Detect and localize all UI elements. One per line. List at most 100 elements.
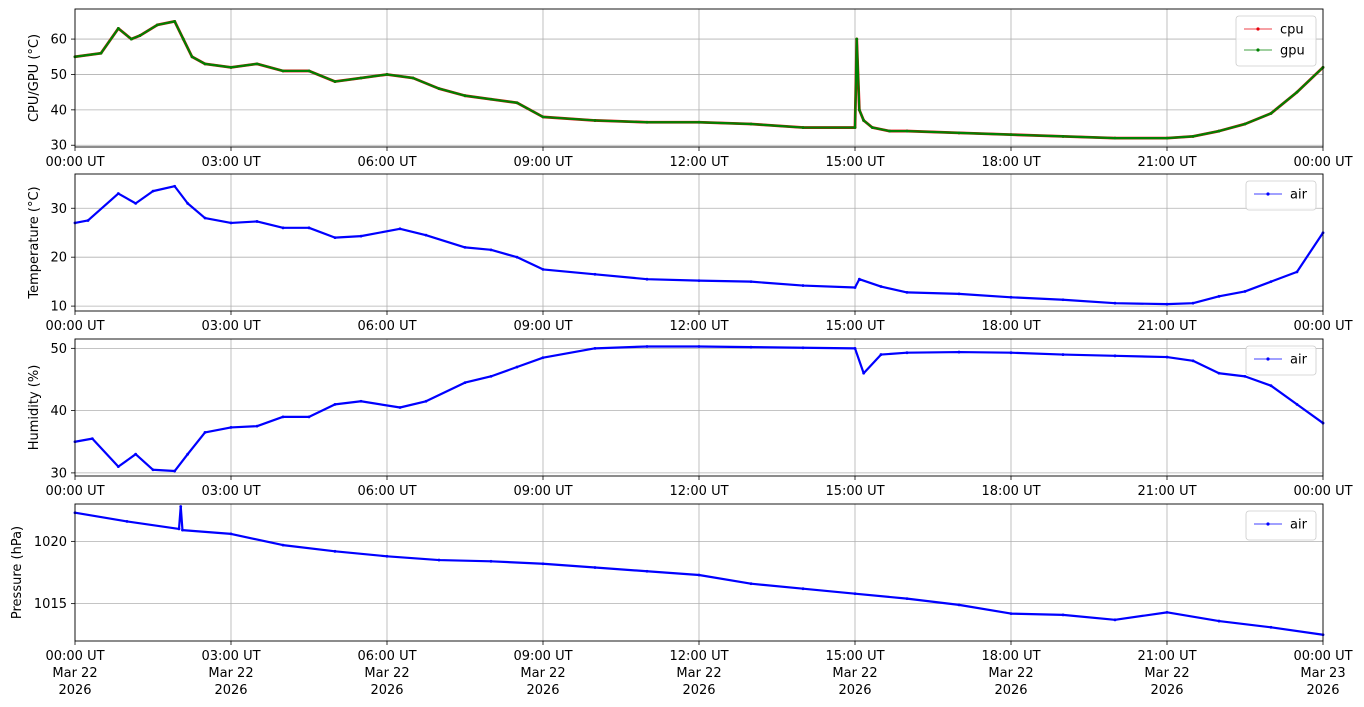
- x-tick-label-line: 09:00 UT: [513, 155, 572, 170]
- data-point-air: [463, 381, 467, 384]
- data-point-air: [853, 592, 857, 596]
- x-tick-label-line: Mar 22: [676, 666, 721, 681]
- x-tick-label-line: 2026: [214, 683, 247, 698]
- data-point-air: [645, 569, 649, 573]
- data-point-gpu: [697, 120, 701, 124]
- x-tick-label: 18:00 UT Mar 22 2026: [981, 649, 1040, 698]
- data-point-gpu: [801, 126, 805, 129]
- x-tick-label-line: 21:00 UT: [1137, 484, 1196, 499]
- x-tick-label: 00:00 UT: [45, 155, 104, 170]
- x-tick-label-line: 21:00 UT: [1137, 649, 1196, 664]
- data-point-gpu: [255, 62, 259, 66]
- x-tick-label-line: 18:00 UT: [981, 484, 1040, 499]
- x-tick-label-line: 00:00 UT: [45, 484, 104, 499]
- x-tick-label-line: 06:00 UT: [357, 484, 416, 499]
- data-point-air: [1217, 619, 1221, 623]
- x-tick-label: 00:00 UT: [1293, 484, 1352, 499]
- data-point-air: [879, 285, 883, 288]
- data-point-air: [593, 272, 597, 276]
- x-tick-label-line: 2026: [370, 683, 403, 698]
- data-point-air: [541, 268, 545, 271]
- x-tick-label: 15:00 UT: [825, 319, 884, 334]
- data-point-air: [1009, 612, 1013, 615]
- data-point-air: [801, 587, 805, 591]
- data-point-air: [307, 226, 311, 230]
- data-point-air: [173, 469, 177, 473]
- data-point-air: [489, 248, 493, 252]
- data-point-gpu: [203, 62, 207, 66]
- humidity-panel: 00:00 UT 03:00 UT 06:00 UT 09:00 UT 12:00 UT…: [27, 338, 1353, 499]
- x-tick-label: 09:00 UT: [513, 319, 572, 334]
- x-tick-label-line: 09:00 UT: [513, 484, 572, 499]
- data-point-air: [1165, 302, 1169, 306]
- data-point-gpu: [905, 129, 909, 133]
- data-point-gpu: [541, 115, 545, 119]
- data-point-gpu: [307, 69, 311, 73]
- data-point-air: [281, 415, 285, 419]
- x-tick-label: 12:00 UT: [669, 155, 728, 170]
- data-point-air: [1295, 270, 1299, 274]
- series-line-air: [74, 185, 1324, 306]
- data-point-air: [697, 345, 701, 348]
- x-tick-label: 15:00 UT: [825, 484, 884, 499]
- y-axis-label: CPU/GPU (°C): [27, 34, 42, 122]
- data-point-air: [463, 245, 467, 249]
- y-tick-label: 1020: [34, 535, 67, 550]
- x-tick-label-line: 2026: [1306, 683, 1339, 698]
- data-point-gpu: [1243, 122, 1247, 126]
- legend-box: [1235, 15, 1317, 67]
- x-tick-label: 09:00 UT Mar 22 2026: [513, 649, 572, 698]
- y-tick-label: 40: [50, 404, 67, 419]
- y-tick-label: 20: [50, 251, 67, 266]
- x-tick-label-line: 2026: [838, 683, 871, 698]
- data-point-air: [853, 286, 857, 289]
- data-point-air: [1009, 295, 1013, 299]
- x-tick-label-line: Mar 22: [832, 666, 877, 681]
- x-tick-label: 06:00 UT: [357, 484, 416, 499]
- data-point-air: [116, 192, 120, 195]
- data-point-air: [905, 291, 909, 294]
- data-point-air: [359, 399, 363, 403]
- data-point-gpu: [333, 80, 337, 83]
- x-tick-label-line: 06:00 UT: [357, 155, 416, 170]
- data-point-air: [801, 346, 805, 350]
- x-tick-label-line: 03:00 UT: [201, 319, 260, 334]
- y-tick-label: 1015: [34, 597, 67, 612]
- data-point-air: [255, 424, 259, 428]
- data-point-gpu: [857, 108, 861, 112]
- data-point-air: [541, 356, 545, 360]
- data-point-air: [229, 532, 233, 536]
- legend-label-air: air: [1290, 518, 1308, 533]
- x-tick-label: 18:00 UT: [981, 484, 1040, 499]
- y-axis-label: Pressure (hPa): [10, 526, 25, 619]
- data-point-air: [86, 219, 90, 222]
- data-point-air: [1061, 613, 1065, 617]
- cpu-gpu-temperature-panel: 00:00 UT 03:00 UT 06:00 UT 09:00 UT 12:00 UT…: [27, 8, 1353, 170]
- x-tick-label: 12:00 UT: [669, 319, 728, 334]
- series-line-air: [74, 345, 1324, 473]
- x-tick-label-line: 15:00 UT: [825, 484, 884, 499]
- x-tick-label-line: 00:00 UT: [45, 155, 104, 170]
- x-tick-label: 00:00 UT: [1293, 155, 1352, 170]
- data-point-air: [515, 365, 519, 369]
- data-point-gpu: [515, 101, 519, 105]
- x-tick-label-line: 2026: [682, 683, 715, 698]
- x-tick-label-line: 09:00 UT: [513, 319, 572, 334]
- x-tick-label-line: Mar 23: [1300, 666, 1345, 681]
- data-point-air: [134, 201, 138, 205]
- data-point-air: [1269, 384, 1273, 388]
- data-point-air: [1061, 353, 1065, 356]
- data-point-gpu: [1061, 134, 1065, 138]
- data-point-gpu: [129, 37, 133, 41]
- legend-marker-cpu: [1256, 27, 1260, 31]
- legend-box: [1245, 180, 1317, 211]
- data-point-air: [398, 227, 402, 231]
- data-point-air: [181, 528, 184, 532]
- data-point-air: [1061, 298, 1065, 302]
- y-tick-label: 30: [50, 202, 67, 217]
- data-point-gpu: [173, 19, 177, 23]
- y-tick-label: 10: [50, 300, 67, 315]
- data-point-gpu: [138, 34, 142, 37]
